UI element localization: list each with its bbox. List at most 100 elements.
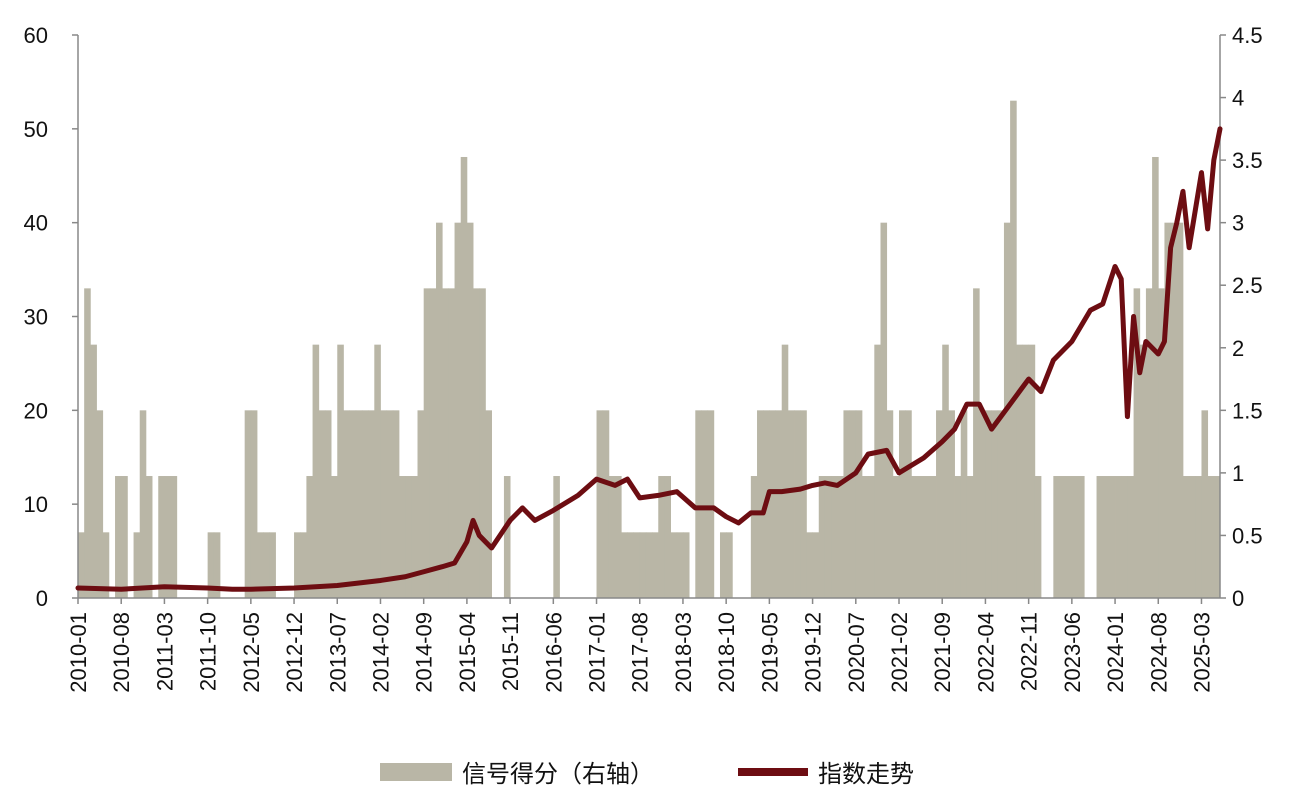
bar-signal-score	[929, 476, 937, 598]
bar-signal-score	[843, 410, 851, 598]
bar-signal-score	[1034, 476, 1042, 598]
bar-signal-score	[1145, 288, 1153, 598]
bar-signal-score	[448, 288, 455, 598]
bar-signal-score	[923, 476, 931, 598]
x-tick-label: 2020-07	[844, 612, 869, 693]
right-tick-label: 2	[1232, 336, 1244, 361]
bar-signal-score	[861, 476, 869, 598]
x-tick-label: 2022-11	[1017, 612, 1042, 691]
bar-signal-score	[1065, 476, 1073, 598]
x-tick-label: 2023-06	[1060, 612, 1085, 693]
x-tick-label: 2011-03	[152, 612, 177, 691]
bar-signal-score	[917, 476, 925, 598]
bar-signal-score	[429, 288, 437, 598]
bar-signal-score	[1127, 476, 1134, 598]
left-tick-label: 0	[36, 586, 48, 611]
bar-signal-score	[658, 476, 665, 598]
bar-signal-score	[479, 288, 486, 598]
left-tick-label: 50	[24, 117, 48, 142]
bar-signal-score	[300, 532, 307, 598]
bar-signal-score	[1133, 288, 1141, 598]
bar-signal-score	[707, 410, 715, 598]
chart-axes: 0 10 20 30 40 50 60 0 0.5 1 1.5 2 2.5 3 3.5 4 4.5 2010-01…	[24, 23, 1263, 693]
bar-signal-score	[1176, 222, 1184, 599]
bar-signal-score	[633, 532, 641, 598]
x-tick-label: 2022-04	[973, 612, 998, 693]
bar-signal-score	[473, 288, 480, 598]
legend-label-signal-score: 信号得分（右轴）	[462, 760, 654, 788]
bar-signal-score	[96, 410, 104, 598]
x-tick-label: 2015-11	[498, 612, 523, 691]
bar-signal-score	[436, 222, 443, 599]
bar-signal-score	[818, 476, 826, 598]
x-tick-label: 2012-05	[239, 612, 264, 693]
right-tick-label: 4.5	[1232, 23, 1263, 48]
bar-signal-score	[855, 410, 863, 598]
bar-signal-score	[133, 532, 141, 598]
bar-signal-score	[1170, 222, 1178, 599]
right-tick-label: 1	[1232, 461, 1244, 486]
bar-signal-score	[645, 532, 653, 598]
bar-signal-score	[812, 532, 820, 598]
right-tick-label: 1.5	[1232, 398, 1263, 423]
bar-signal-score	[164, 476, 171, 598]
bar-signal-score	[849, 410, 857, 598]
bar-signal-score	[115, 476, 122, 598]
bar-signal-score	[621, 532, 628, 598]
bar-signal-score	[985, 410, 992, 598]
bar-signal-score	[1078, 476, 1085, 598]
x-tick-label: 2013-07	[325, 612, 350, 693]
bar-signal-score	[374, 344, 381, 598]
bar-signal-score	[294, 532, 301, 598]
bar-signal-score	[806, 532, 813, 598]
bar-signal-score	[979, 410, 986, 598]
index-trend-line	[75, 126, 1223, 592]
left-tick-label: 30	[24, 305, 48, 330]
bar-signal-score	[1207, 476, 1215, 598]
bar-signal-score	[417, 410, 425, 598]
bar-signal-score	[1139, 344, 1147, 598]
bar-signal-score	[905, 410, 912, 598]
bar-signal-score	[892, 476, 900, 598]
bar-signal-score	[800, 410, 807, 598]
right-tick-label: 2.5	[1232, 273, 1263, 298]
bar-signal-score	[701, 410, 709, 598]
bar-signal-score	[837, 476, 844, 598]
bar-signal-score	[639, 532, 647, 598]
bar-signal-score	[775, 410, 783, 598]
x-tick-label: 2019-05	[757, 612, 782, 693]
bar-signal-score	[1201, 410, 1209, 598]
bar-signal-score	[269, 532, 276, 598]
bar-signal-score	[966, 476, 974, 598]
bar-signal-score	[596, 410, 604, 598]
right-tick-label: 0.5	[1232, 523, 1263, 548]
bar-signal-score	[652, 532, 659, 598]
bar-signal-score	[1121, 476, 1128, 598]
bar-signal-score	[170, 476, 178, 598]
x-tick-label: 2016-06	[541, 612, 566, 693]
bar-signal-score	[960, 410, 968, 598]
bar-signal-score	[454, 222, 462, 599]
x-tick-label: 2017-08	[628, 612, 653, 693]
bar-signal-score	[423, 288, 431, 598]
bar-signal-score	[398, 476, 406, 598]
bar-signal-score	[1010, 100, 1017, 599]
bar-signal-score	[948, 410, 955, 598]
bar-signal-score	[250, 410, 258, 598]
bar-signal-score	[90, 344, 97, 598]
bar-signal-score	[405, 476, 412, 598]
bar-signal-score	[139, 410, 147, 598]
bar-signal-score	[868, 476, 875, 598]
bar-signal-score	[1115, 476, 1122, 598]
bar-signal-score	[318, 410, 326, 598]
legend-swatch-signal-score	[380, 763, 452, 781]
chart-legend: 信号得分（右轴） 指数走势	[380, 760, 914, 788]
bar-signal-score	[158, 476, 165, 598]
bar-signal-score	[787, 410, 795, 598]
x-tick-label: 2014-09	[412, 612, 437, 693]
left-tick-label: 60	[24, 23, 48, 48]
x-tick-label: 2010-01	[66, 612, 91, 693]
bar-signal-score	[874, 344, 881, 598]
bar-signal-score	[1164, 222, 1172, 599]
left-tick-label: 20	[24, 398, 48, 423]
